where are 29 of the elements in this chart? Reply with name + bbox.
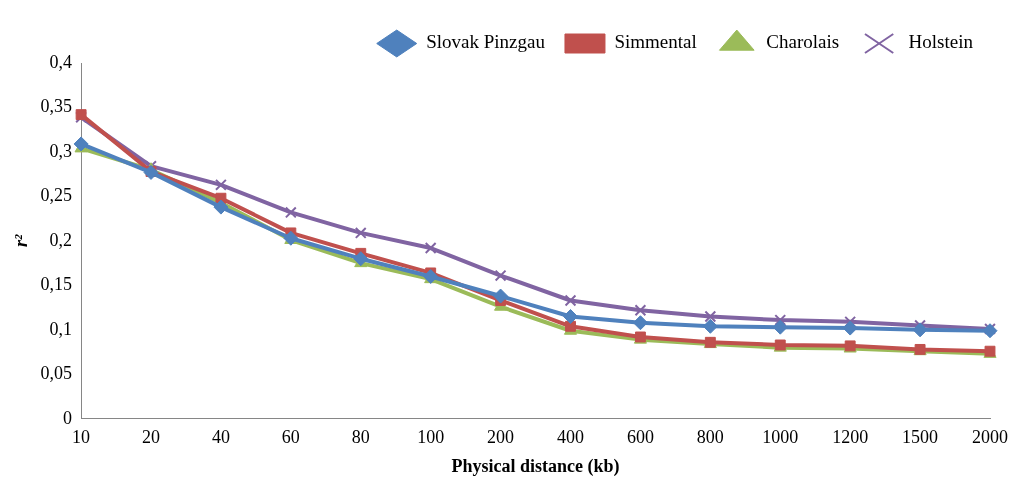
x-tick-label: 1500 <box>902 427 939 448</box>
y-tick-label: 0 <box>63 407 73 428</box>
x-tick-label: 10 <box>72 427 91 448</box>
x-tick-label: 60 <box>281 427 300 448</box>
x-tick-label: 80 <box>351 427 370 448</box>
x-tick-label: 1000 <box>762 427 799 448</box>
y-tick-label: 0,35 <box>40 96 73 117</box>
x-tick-label: 100 <box>417 427 445 448</box>
legend-label: Charolais <box>766 31 840 53</box>
x-tick-label: 200 <box>487 427 515 448</box>
y-tick-label: 0,2 <box>49 229 73 250</box>
x-tick-label: 400 <box>557 427 585 448</box>
y-axis-title: r² <box>11 234 32 248</box>
x-tick-label: 600 <box>626 427 654 448</box>
y-tick-label: 0,4 <box>49 51 73 72</box>
legend-label: Holstein <box>908 31 974 53</box>
y-tick-label: 0,3 <box>49 140 73 161</box>
legend-label: Slovak Pinzgau <box>426 31 546 53</box>
y-tick-label: 0,15 <box>40 274 73 295</box>
legend-label: Simmental <box>614 31 697 53</box>
x-tick-label: 800 <box>696 427 724 448</box>
y-tick-label: 0,05 <box>40 363 73 384</box>
x-tick-label: 2000 <box>972 427 1008 448</box>
x-tick-label: 40 <box>211 427 230 448</box>
x-axis-title: Physical distance (kb) <box>451 455 620 477</box>
y-tick-label: 0,25 <box>40 185 73 206</box>
x-tick-label: 1200 <box>832 427 869 448</box>
x-tick-label: 20 <box>142 427 161 448</box>
y-tick-label: 0,1 <box>49 318 73 339</box>
